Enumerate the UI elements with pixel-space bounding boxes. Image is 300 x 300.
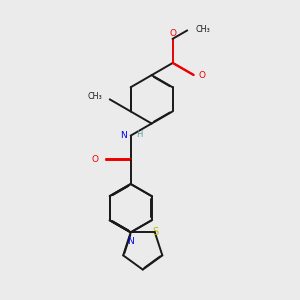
Text: S: S (152, 227, 158, 237)
Text: N: N (127, 237, 134, 246)
Text: H: H (136, 130, 142, 139)
Text: O: O (91, 155, 98, 164)
Text: CH₃: CH₃ (196, 25, 210, 34)
Text: CH₃: CH₃ (88, 92, 103, 101)
Text: O: O (169, 29, 176, 38)
Text: N: N (120, 131, 127, 140)
Text: O: O (199, 71, 206, 80)
